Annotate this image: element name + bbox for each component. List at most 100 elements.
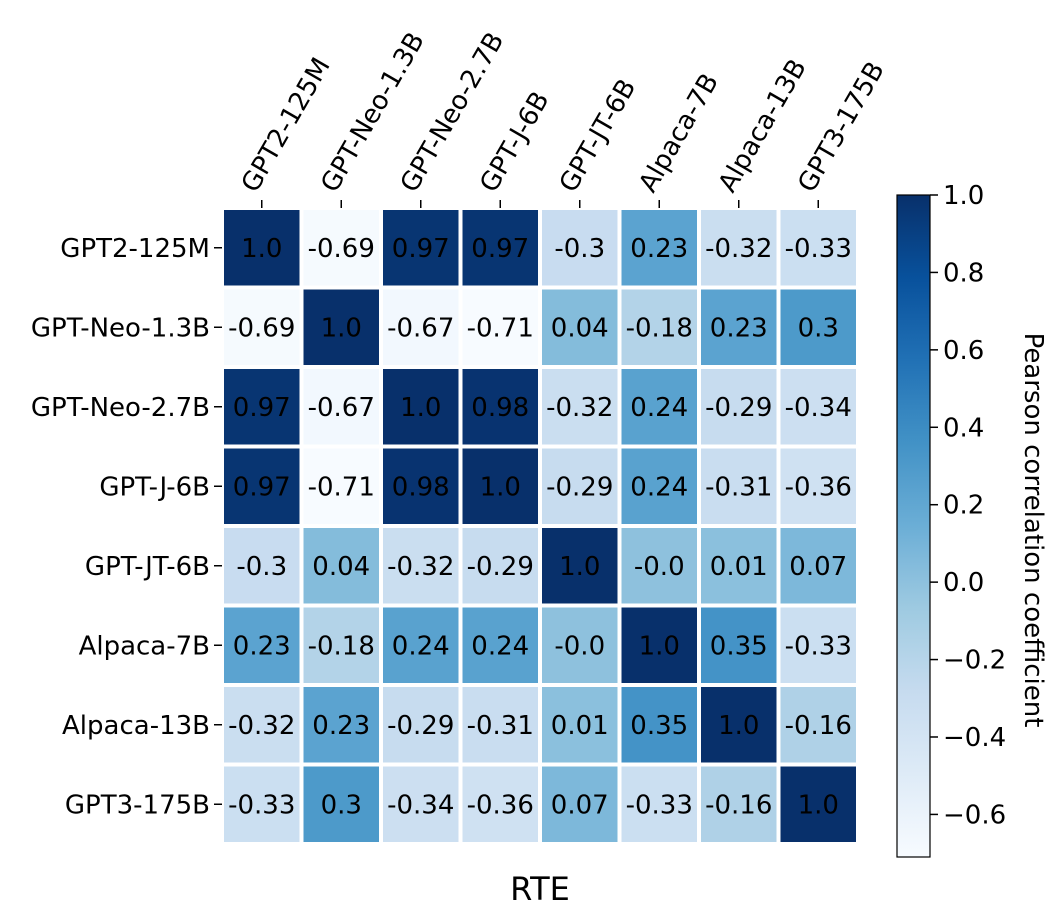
heatmap-cell	[621, 687, 697, 763]
cell-value-label: -0.16	[785, 711, 852, 741]
colorbar-tick-label: 0.8	[943, 258, 984, 288]
heatmap-cell	[621, 289, 697, 365]
cell-value-label: -0.33	[785, 234, 852, 264]
cell-value-label: 1.0	[321, 313, 362, 343]
cell-value-label: -0.67	[308, 393, 375, 423]
row-tick-label: Alpaca-13B	[62, 711, 210, 741]
cell-value-label: -0.31	[467, 711, 534, 741]
cell-value-label: 0.97	[471, 234, 529, 264]
cell-value-label: 0.24	[392, 631, 450, 661]
cell-value-label: 0.3	[798, 313, 839, 343]
heatmap-cell	[542, 528, 618, 604]
heatmap-cell	[780, 369, 856, 445]
cell-value-label: -0.18	[308, 631, 375, 661]
cell-value-label: -0.16	[705, 790, 772, 820]
cell-value-label: -0.29	[546, 472, 613, 502]
cell-value-label: 1.0	[798, 790, 839, 820]
row-tick-label: GPT2-125M	[60, 234, 210, 264]
heatmap-cell	[542, 766, 618, 842]
heatmap-cell	[462, 766, 538, 842]
heatmap-cell	[383, 687, 459, 763]
heatmap-cell	[224, 607, 300, 683]
heatmap-cell	[224, 528, 300, 604]
cell-value-label: 1.0	[718, 711, 759, 741]
heatmap-cell	[780, 448, 856, 524]
cell-value-label: 1.0	[559, 552, 600, 582]
cell-value-label: 0.01	[551, 711, 609, 741]
heatmap-cell	[542, 289, 618, 365]
heatmap-cell	[303, 687, 379, 763]
heatmap-cell	[701, 687, 777, 763]
cell-value-label: -0.69	[228, 313, 295, 343]
colorbar-tick-label: −0.2	[943, 646, 1006, 676]
cell-value-label: -0.32	[228, 711, 295, 741]
cell-value-label: 0.97	[233, 472, 291, 502]
cell-value-label: -0.29	[467, 552, 534, 582]
cell-value-label: 0.24	[630, 393, 688, 423]
heatmap-cell	[303, 766, 379, 842]
heatmap-cell	[621, 607, 697, 683]
cell-value-label: 0.35	[630, 711, 688, 741]
cell-value-label: -0.32	[546, 393, 613, 423]
cell-value-label: -0.3	[554, 234, 605, 264]
heatmap-cell	[780, 766, 856, 842]
heatmap-cell	[303, 607, 379, 683]
cell-value-label: -0.18	[626, 313, 693, 343]
heatmap-cell	[303, 289, 379, 365]
cell-value-label: 0.97	[233, 393, 291, 423]
heatmap-cell	[701, 369, 777, 445]
heatmap-cell	[462, 369, 538, 445]
cell-value-label: -0.33	[228, 790, 295, 820]
heatmap-cell	[780, 607, 856, 683]
heatmap-cell	[542, 448, 618, 524]
cell-value-label: 1.0	[241, 234, 282, 264]
heatmap-cell	[701, 528, 777, 604]
heatmap-cell	[462, 289, 538, 365]
cell-value-label: 0.07	[789, 552, 847, 582]
heatmap-cell	[303, 369, 379, 445]
cell-value-label: 0.04	[312, 552, 370, 582]
heatmap-cell	[303, 528, 379, 604]
heatmap-cell	[303, 448, 379, 524]
heatmap-cell	[701, 766, 777, 842]
cell-value-label: -0.29	[705, 393, 772, 423]
cell-value-label: 0.35	[710, 631, 768, 661]
column-tick-label: GPT-JT-6B	[554, 74, 643, 197]
cell-value-label: -0.34	[387, 790, 454, 820]
heatmap-cell	[383, 369, 459, 445]
heatmap-cell	[224, 210, 300, 286]
cell-value-label: 1.0	[639, 631, 680, 661]
heatmap-cell	[303, 210, 379, 286]
cell-value-label: 0.01	[710, 552, 768, 582]
cell-value-label: 0.23	[630, 234, 688, 264]
heatmap-cell	[621, 448, 697, 524]
colorbar-tick-label: 0.2	[943, 491, 984, 521]
heatmap-cell	[383, 607, 459, 683]
colorbar-tick-label: 1.0	[943, 181, 984, 211]
heatmap-cell	[383, 210, 459, 286]
cell-value-label: -0.31	[705, 472, 772, 502]
heatmap-cell	[462, 448, 538, 524]
cell-value-label: -0.33	[626, 790, 693, 820]
heatmap-cell	[462, 210, 538, 286]
row-tick-label: GPT-J-6B	[99, 472, 210, 502]
row-tick-label: GPT-Neo-2.7B	[31, 393, 210, 423]
cell-value-label: -0.0	[634, 552, 685, 582]
colorbar-tick-label: 0.0	[943, 568, 984, 598]
colorbar-tick-label: −0.4	[943, 723, 1006, 753]
colorbar-title: Pearson correlation coefficient	[1018, 333, 1048, 728]
column-tick-label: Alpaca-7B	[633, 69, 725, 198]
cell-value-label: 0.98	[392, 472, 450, 502]
cell-value-label: -0.71	[308, 472, 375, 502]
cell-value-label: -0.32	[387, 552, 454, 582]
cell-value-label: 0.24	[471, 631, 529, 661]
row-tick-label: Alpaca-7B	[79, 631, 210, 661]
cell-value-label: -0.33	[785, 631, 852, 661]
heatmap-cell	[542, 210, 618, 286]
cell-value-label: -0.32	[705, 234, 772, 264]
cell-value-label: -0.34	[785, 393, 852, 423]
cell-value-label: -0.29	[387, 711, 454, 741]
heatmap-cell	[224, 448, 300, 524]
heatmap-cell	[621, 766, 697, 842]
